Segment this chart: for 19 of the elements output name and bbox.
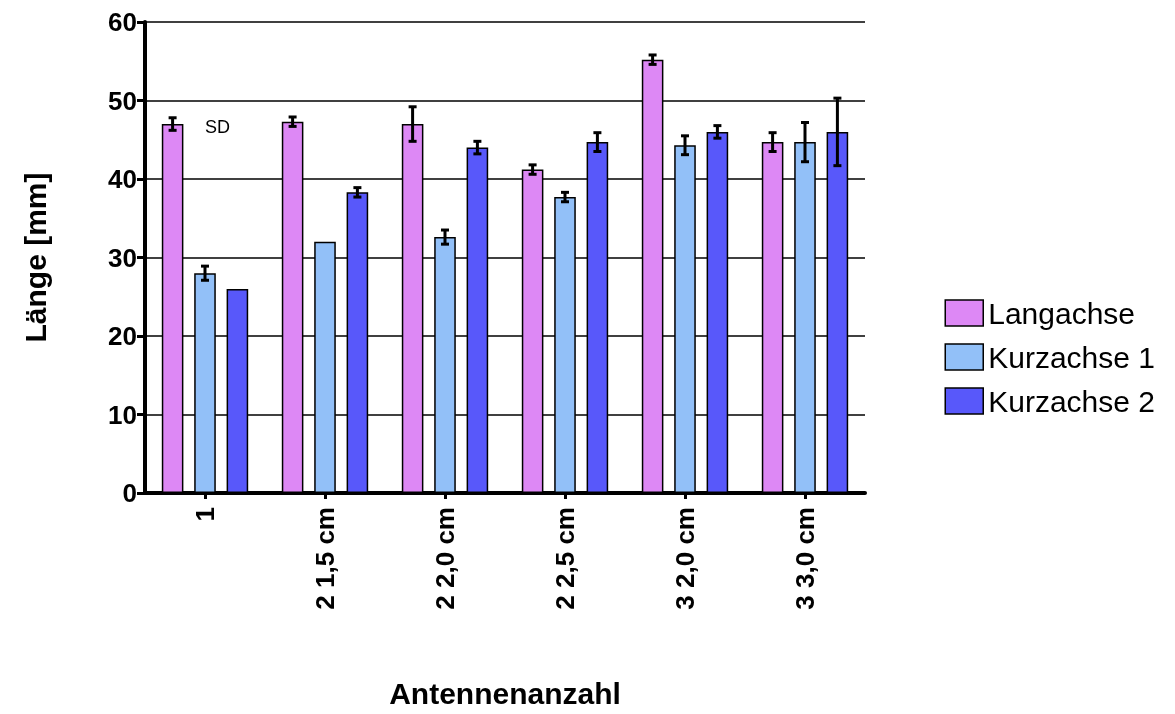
x-axis-title: Antennenanzahl (389, 676, 621, 710)
x-tick-label: 3 3,0 cm (790, 507, 820, 610)
x-tick-label: 1 (190, 507, 220, 522)
annotation: SD (205, 117, 231, 137)
legend-label: Kurzachse 2 (988, 384, 1156, 418)
x-tick-label: 2 2,5 cm (550, 507, 580, 610)
legend-label: Kurzachse 1 (988, 340, 1156, 374)
y-tick-label: 50 (108, 85, 137, 116)
y-tick-label: 10 (108, 399, 137, 430)
legend-label: Langachse (988, 296, 1136, 330)
y-tick-label: 0 (122, 478, 137, 508)
x-tick-label: 3 2,0 cm (670, 507, 700, 610)
y-tick-label: 60 (108, 7, 137, 37)
x-tick-label: 2 2,0 cm (430, 507, 460, 610)
y-tick-label: 40 (108, 164, 137, 194)
x-tick-label: 2 1,5 cm (310, 507, 340, 610)
y-tick-label: 20 (108, 321, 137, 351)
y-axis-title: Länge [mm] (18, 172, 52, 343)
y-tick-label: 30 (108, 242, 137, 273)
